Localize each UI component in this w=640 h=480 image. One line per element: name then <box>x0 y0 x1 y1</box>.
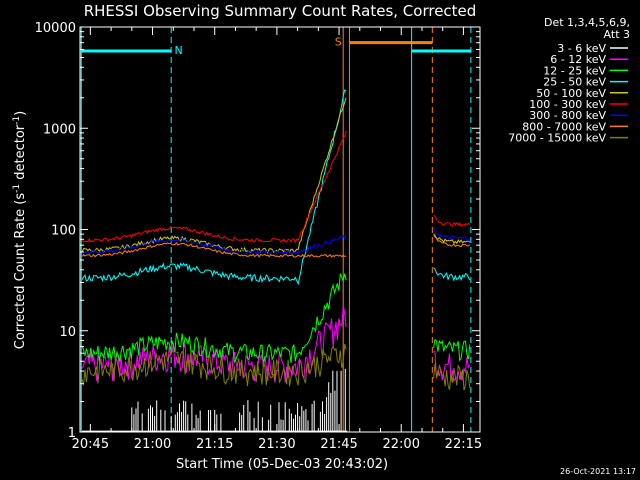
y-axis-label-sup1: -1 <box>12 184 22 193</box>
series-line <box>81 343 471 391</box>
legend-label: 6 - 12 keV <box>550 53 606 66</box>
timestamp: 26-Oct-2021 13:17 <box>560 467 636 476</box>
series-line <box>82 226 471 256</box>
x-tick-label: 21:00 <box>134 437 171 452</box>
x-axis: 20:45 21:00 21:15 21:30 21:45 22:00 22:15 <box>72 27 482 452</box>
legend-header-1: Det 1,3,4,5,6,9, <box>544 16 630 29</box>
legend-header-2: Att 3 <box>604 28 630 41</box>
y-axis-label-end: ) <box>13 111 28 116</box>
series-line <box>81 273 471 365</box>
x-tick-label: 20:45 <box>72 437 109 452</box>
x-tick-label: 21:30 <box>258 437 295 452</box>
y-tick-label: 1 <box>68 426 76 441</box>
series-line <box>81 130 471 244</box>
legend-label: 300 - 800 keV <box>529 109 606 122</box>
x-tick-label: 21:15 <box>196 437 233 452</box>
series-line <box>81 235 471 258</box>
series-line <box>81 97 471 254</box>
legend-label: 800 - 7000 keV <box>522 120 606 133</box>
night-label: N <box>175 44 183 57</box>
legend-label: 50 - 100 keV <box>536 87 606 100</box>
plot-area: NS <box>80 27 472 432</box>
y-axis-label: Corrected Count Rate (s-1 detector-1) <box>12 111 28 349</box>
y-tick-label: 100 <box>51 224 76 239</box>
legend-label: 7000 - 15000 keV <box>508 132 606 145</box>
chart-title: RHESSI Observing Summary Count Rates, Co… <box>84 2 477 20</box>
y-tick-label: 10000 <box>35 21 76 36</box>
y-axis-label-main: Corrected Count Rate (s <box>13 193 28 350</box>
series-line <box>81 89 471 286</box>
x-tick-label: 22:00 <box>383 437 420 452</box>
y-tick-label: 1000 <box>43 122 76 137</box>
x-tick-label: 21:45 <box>320 437 357 452</box>
y-tick-label: 10 <box>59 325 76 340</box>
y-axis: 1 10 100 1000 10000 <box>35 21 480 441</box>
y-axis-label-sup2: -1 <box>12 116 22 125</box>
x-tick-label: 22:15 <box>445 437 482 452</box>
legend-label: 12 - 25 keV <box>543 64 606 77</box>
legend-label: 3 - 6 keV <box>557 42 606 55</box>
series-line <box>82 368 348 432</box>
saa-label: S <box>335 36 342 49</box>
legend-label: 100 - 300 keV <box>529 98 606 111</box>
y-axis-label-mid: detector <box>13 124 28 184</box>
legend-label: 25 - 50 keV <box>543 76 606 89</box>
x-axis-label: Start Time (05-Dec-03 20:43:02) <box>176 457 388 472</box>
